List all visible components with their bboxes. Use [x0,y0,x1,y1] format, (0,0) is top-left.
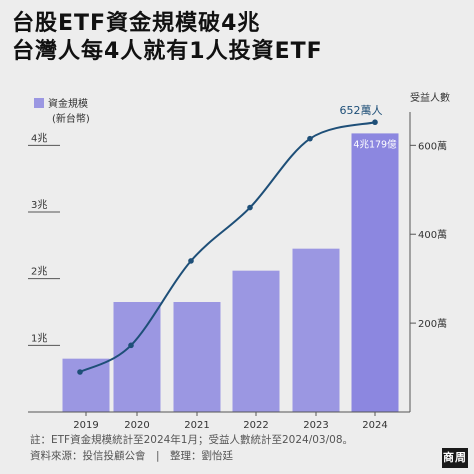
right-tick-label: 200萬 [418,317,447,330]
x-tick-label-2020: 2020 [124,420,149,431]
x-tick-label-2024: 2024 [362,420,387,431]
bar-2019 [62,358,110,412]
x-tick-label-2021: 2021 [184,420,209,431]
right-tick-label: 400萬 [418,228,447,241]
bar-2020 [113,302,161,412]
chart-title: 台股ETF資金規模破4兆 台灣人每4人就有1人投資ETF [12,10,323,66]
footer-source: 資料來源：投信投顧公會 | 整理：劉怡廷 [30,450,234,462]
line-point-2023 [307,135,313,142]
x-tick-label-2019: 2019 [73,420,98,431]
left-axis-unit: (新台幣) [52,112,90,125]
bar-2022 [232,270,280,412]
left-tick-label: 2兆 [31,266,47,278]
bar-2024 [351,133,399,412]
line-point-2024 [372,119,378,126]
right-axis-title: 受益人數 [410,91,450,104]
x-tick-label-2022: 2022 [243,420,268,431]
left-tick-label: 1兆 [31,332,47,344]
line-point-2020 [128,342,134,349]
footer-note: 註：ETF資金規模統計至2024年1月；受益人數統計至2024/03/08。 [30,434,354,446]
x-tick-label-2023: 2023 [303,420,328,431]
line-annotation-2024: 652萬人 [340,104,383,117]
left-axis-ticks: 1兆 2兆 3兆 4兆 [28,132,60,346]
title-line-2: 台灣人每4人就有1人投資ETF [12,39,323,64]
legend-label: 資金規模 [48,97,88,110]
line-point-2021 [188,258,194,264]
publisher-logo: 商周 [442,448,468,468]
bars [62,133,399,412]
chart-legend: 資金規模 [34,97,88,110]
legend-swatch [34,98,44,108]
chart-footer: 註：ETF資金規模統計至2024年1月；受益人數統計至2024/03/08。 資… [30,432,353,464]
bar-2023 [292,248,340,412]
left-tick-label: 3兆 [31,199,47,211]
line-point-2022 [247,204,253,211]
x-axis-ticks: 2019 2020 2021 2022 2023 2024 [73,412,388,431]
title-line-1: 台股ETF資金規模破4兆 [12,11,261,36]
bar-2021 [173,302,221,412]
line-point-2019 [77,369,83,375]
bar-annotation-2024: 4兆179億 [353,138,397,150]
right-tick-label: 600萬 [418,139,447,152]
right-axis-ticks: 200萬 400萬 600萬 [410,139,447,330]
line-points [77,119,378,375]
left-tick-label: 4兆 [31,132,47,144]
